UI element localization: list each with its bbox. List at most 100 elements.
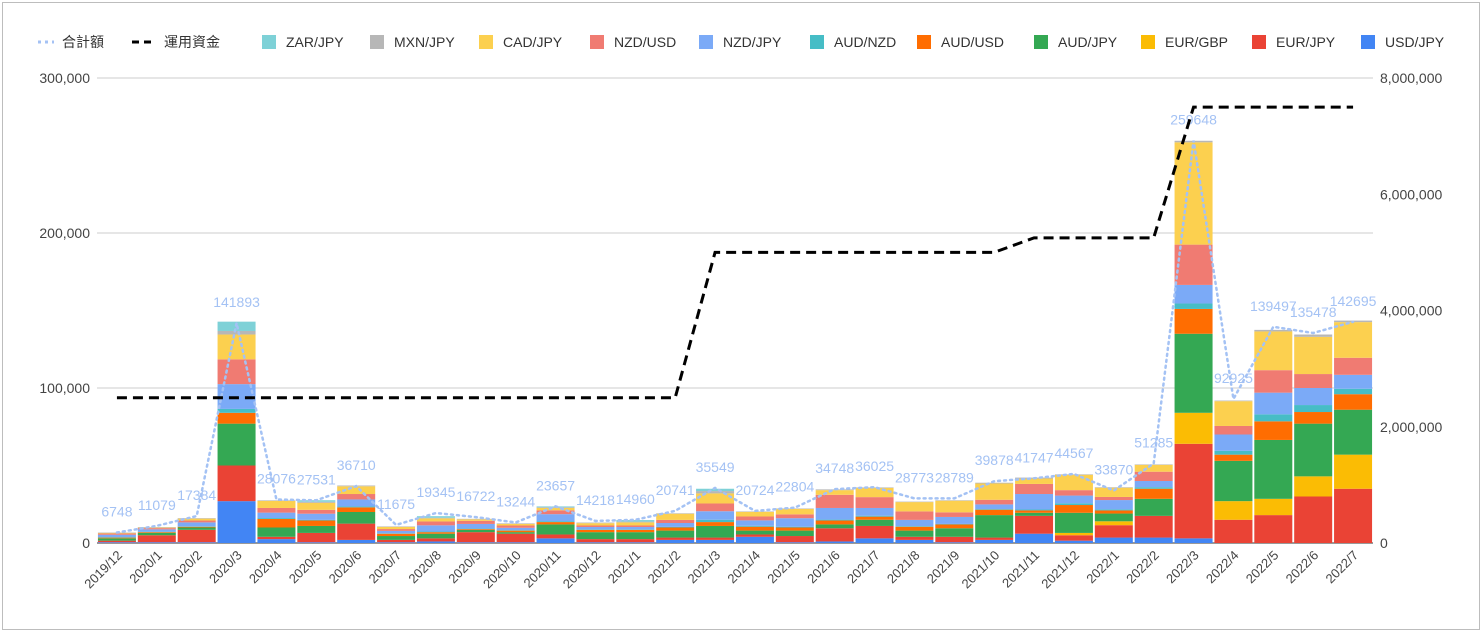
totals-data-label: 19345 — [416, 484, 455, 500]
bar-segment — [855, 525, 894, 539]
bar-segment — [696, 488, 735, 492]
bar-segment — [616, 529, 655, 533]
bar-segment — [97, 534, 136, 538]
totals-data-label: 259648 — [1170, 112, 1217, 128]
bar-segment — [815, 524, 854, 529]
bar-segment — [496, 532, 535, 534]
totals-data-label: 13244 — [496, 493, 535, 509]
bar-segment — [137, 531, 176, 533]
bar-segment — [1254, 392, 1293, 415]
bar-segment — [456, 518, 495, 520]
bar-segment — [735, 511, 774, 517]
totals-data-label: 11079 — [138, 497, 176, 513]
bar-segment — [1334, 394, 1373, 410]
bar-segment — [1254, 329, 1293, 332]
totals-line — [115, 140, 1355, 534]
bar-segment — [1294, 334, 1333, 337]
bar-segment — [1134, 537, 1173, 543]
bar-segment — [1015, 510, 1054, 513]
bar-segment — [1134, 488, 1173, 499]
x-tick-label: 2021/11 — [999, 548, 1042, 591]
bar-segment — [935, 523, 974, 525]
bar-segment — [1334, 388, 1373, 395]
bar-segment — [137, 528, 176, 530]
bar-segment — [177, 527, 216, 530]
legend-item: EUR/GBP — [1141, 34, 1228, 50]
bar-segment — [975, 509, 1014, 510]
bar-segment — [935, 536, 974, 543]
bar-segment — [735, 516, 774, 521]
legend-swatch — [917, 35, 931, 49]
legend-label: CAD/JPY — [503, 34, 563, 50]
bar-segment — [696, 522, 735, 526]
bar-segment — [97, 542, 136, 543]
totals-data-label: 28076 — [257, 470, 296, 486]
bar-segment — [456, 528, 495, 530]
bar-segment — [217, 412, 256, 424]
bar-segment — [775, 508, 814, 515]
bar-segment — [337, 539, 376, 543]
totals-data-label: 36025 — [855, 458, 894, 474]
bar-segment — [735, 525, 774, 527]
bar-segment — [137, 532, 176, 536]
bar-segment — [1214, 454, 1253, 461]
bar-segment — [257, 539, 296, 543]
bar-segment — [815, 528, 854, 542]
bar-segment — [935, 528, 974, 537]
legend-label: 合計額 — [62, 34, 104, 50]
bar-segment — [137, 535, 176, 543]
legend-item: NZD/JPY — [699, 34, 782, 50]
bar-segment — [536, 522, 575, 525]
bar-segment — [975, 509, 1014, 516]
legend-item: USD/JPY — [1361, 34, 1445, 50]
bar-segment — [1294, 423, 1333, 477]
bar-segment — [855, 487, 894, 498]
x-tick-label: 2021/3 — [684, 548, 723, 587]
bar-segment — [576, 539, 615, 543]
bar-segment — [1054, 535, 1093, 541]
totals-data-label: 6748 — [101, 504, 132, 520]
bar-segment — [217, 330, 256, 335]
bar-segment — [855, 519, 894, 526]
bar-segment — [935, 512, 974, 517]
bar-segment — [416, 517, 455, 519]
totals-data-label: 17384 — [177, 487, 216, 503]
bar-segment — [1134, 515, 1173, 538]
bar-segment — [536, 538, 575, 543]
bar-segment — [1214, 401, 1253, 426]
bar-segment — [416, 525, 455, 532]
bar-segment — [377, 539, 416, 543]
bar-segment — [855, 515, 894, 517]
bar-segment — [257, 507, 296, 513]
x-tick-label: 2021/8 — [884, 548, 923, 587]
bar-segment — [1134, 481, 1173, 488]
bar-segment — [855, 497, 894, 508]
bar-segment — [1254, 370, 1293, 393]
bar-segment — [656, 513, 695, 514]
bar-segment — [1015, 509, 1054, 511]
legend-label: EUR/GBP — [1165, 34, 1228, 50]
bar-segment — [377, 533, 416, 534]
bar-segment — [975, 539, 1014, 543]
bar-segment — [416, 516, 455, 518]
bar-segment — [735, 536, 774, 543]
bar-segment — [137, 527, 176, 528]
totals-data-label: 35549 — [696, 459, 735, 475]
bar-segment — [656, 526, 695, 528]
bar-segment — [1054, 505, 1093, 513]
bar-segment — [1334, 409, 1373, 455]
bar-segment — [416, 533, 455, 539]
bar-segment — [1214, 460, 1253, 502]
bar-segment — [815, 494, 854, 508]
bar-segment — [696, 493, 735, 504]
bar-segment — [297, 519, 336, 521]
totals-data-label: 22804 — [775, 479, 814, 495]
bar-segment — [257, 527, 296, 537]
bar-segment — [536, 514, 575, 522]
bar-segment — [1294, 336, 1333, 375]
legend-swatch — [1141, 35, 1155, 49]
bar-segment — [815, 520, 854, 525]
bar-segment — [536, 534, 575, 539]
legend-item: AUD/JPY — [1034, 34, 1118, 50]
x-tick-label: 2020/6 — [326, 548, 365, 587]
